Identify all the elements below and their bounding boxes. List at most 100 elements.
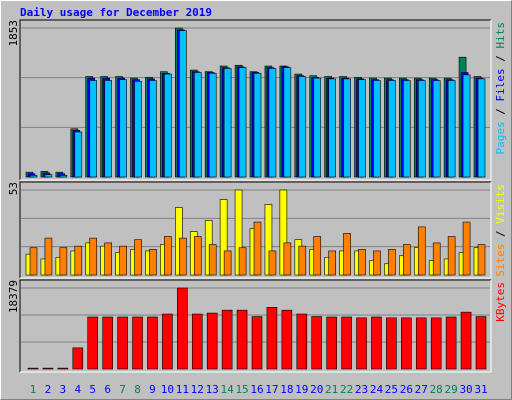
bar <box>72 347 84 370</box>
x-tick-label: 19 <box>295 383 308 396</box>
bar <box>268 68 277 178</box>
bar <box>74 131 83 178</box>
x-tick-label: 9 <box>149 383 156 396</box>
bar <box>358 249 366 276</box>
bar <box>179 237 187 276</box>
bar <box>162 313 173 370</box>
bar <box>164 236 172 276</box>
bar <box>283 242 292 276</box>
bar <box>221 309 233 370</box>
bar <box>417 80 426 178</box>
bar <box>193 236 202 276</box>
x-tick-label: 3 <box>60 383 67 396</box>
bar <box>44 174 53 178</box>
bar <box>358 79 366 178</box>
x-tick-label: 14 <box>221 383 235 396</box>
bar <box>208 72 217 178</box>
bar <box>193 72 202 178</box>
bar <box>164 73 172 178</box>
bar <box>134 81 142 178</box>
y-tick-label: 18379 <box>7 280 20 313</box>
x-tick-label: 20 <box>310 383 323 396</box>
y-tick-label: 53 <box>7 182 20 195</box>
chart-title: Daily usage for December 2019 <box>20 6 212 19</box>
bar <box>298 245 307 276</box>
bar <box>104 80 112 178</box>
bar <box>313 236 322 276</box>
x-tick-label: 29 <box>445 383 458 396</box>
bar <box>234 189 243 276</box>
bar <box>328 78 336 178</box>
bar <box>74 245 83 276</box>
bar <box>177 287 188 370</box>
x-tick-label: 4 <box>74 383 81 396</box>
x-tick-label: 22 <box>340 383 353 396</box>
bar <box>236 309 248 370</box>
legend-entry: Sites <box>494 244 507 277</box>
x-tick-label: 12 <box>191 383 204 396</box>
x-tick-label: 6 <box>104 383 111 396</box>
bar <box>343 233 351 276</box>
bar <box>403 244 411 276</box>
bar <box>296 313 308 370</box>
legend-entry: Visits <box>494 184 507 224</box>
bar <box>29 247 38 276</box>
x-tick-label: 31 <box>474 383 487 396</box>
bar <box>59 175 68 178</box>
bar <box>343 78 351 178</box>
bar <box>89 80 98 178</box>
x-tick-label: 23 <box>355 383 368 396</box>
bar <box>27 367 39 370</box>
x-tick-label: 28 <box>430 383 443 396</box>
bar <box>59 247 68 276</box>
bar <box>477 78 486 178</box>
bar <box>432 242 441 276</box>
bar <box>29 175 38 178</box>
bar <box>149 249 157 276</box>
bar <box>298 76 307 178</box>
panel-edge-light <box>20 280 492 373</box>
panel-edge-dark <box>19 279 491 372</box>
bar <box>102 316 113 370</box>
bar <box>462 221 471 276</box>
bar <box>238 67 247 178</box>
x-tick-label: 16 <box>250 383 263 396</box>
x-tick-label: 26 <box>400 383 413 396</box>
bar <box>373 250 381 276</box>
x-tick-label: 30 <box>459 383 472 396</box>
bar <box>208 244 217 276</box>
bar <box>311 316 323 370</box>
bar <box>117 316 128 370</box>
bar <box>264 204 273 276</box>
bar <box>313 77 322 178</box>
bar <box>417 226 426 276</box>
bar <box>266 306 278 370</box>
x-tick-label: 15 <box>235 383 248 396</box>
bar <box>388 80 396 178</box>
bar <box>462 74 471 178</box>
bar <box>386 317 397 370</box>
legend-separator: / <box>494 102 507 122</box>
x-tick-label: 25 <box>385 383 398 396</box>
x-tick-label: 24 <box>370 383 384 396</box>
bar <box>253 221 262 276</box>
x-tick-label: 1 <box>30 383 37 396</box>
bar <box>251 316 263 370</box>
bar <box>445 316 457 370</box>
bar <box>119 79 127 178</box>
bar <box>447 80 456 178</box>
bar <box>223 68 232 178</box>
bar <box>281 309 293 370</box>
bar <box>238 247 247 276</box>
x-tick-label: 10 <box>161 383 174 396</box>
bar <box>89 237 98 276</box>
bar <box>341 316 352 370</box>
legend-entry: Hits <box>494 22 507 49</box>
bar <box>279 189 288 276</box>
bar <box>401 317 412 370</box>
x-tick-label: 27 <box>415 383 428 396</box>
bar <box>460 311 472 370</box>
bar <box>104 242 112 276</box>
x-tick-label: 2 <box>45 383 52 396</box>
